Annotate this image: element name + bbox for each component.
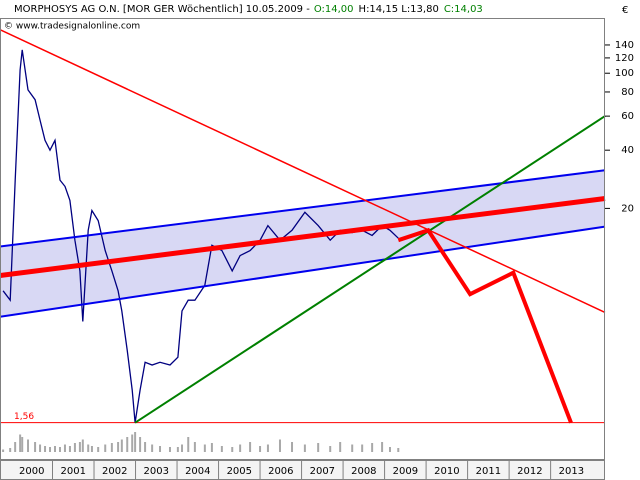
volume-bar [151,444,154,452]
volume-bar [187,437,190,452]
volume-bar [231,447,234,452]
x-tick-label: 2001 [61,466,86,477]
volume-bar [97,447,100,452]
x-tick-label: 2009 [393,466,418,477]
x-tick-label: 2002 [102,466,127,477]
volume-bar [126,437,129,452]
y-tick-label: 140 [615,40,634,51]
volume-bar [259,446,262,452]
volume-bar [144,442,147,452]
volume-bar [351,444,354,452]
volume-bar [397,448,400,452]
x-tick-label: 2008 [351,466,376,477]
quote-range: H:14,15 L:13,80 [359,4,439,15]
source: © www.tradesignalonline.com [4,22,140,32]
volume-bar [44,446,47,452]
trend-line [0,196,606,278]
volume-bar [54,446,56,452]
y-tick-label: 120 [615,53,634,64]
price-line [2,49,399,423]
volume-bar [27,439,30,452]
volume-bar [63,444,66,452]
volume-bar [339,442,342,452]
currency: € [622,5,628,16]
volume-bar [9,448,12,452]
quote-open: O:14,00 [314,4,354,15]
volume-bar [58,447,61,452]
x-tick-label: 2010 [434,466,459,477]
volume-bar [68,446,71,452]
volume-bar [131,434,134,452]
volume-bar [181,444,184,452]
x-tick-label: 2013 [559,466,584,477]
chart-title: MORPHOSYS AG O.N. [MOR GER Wöchentlich] … [14,4,310,15]
volume-bar [361,444,364,452]
volume-bar [104,444,107,452]
volume-bar [39,444,42,452]
y-tick-label: 100 [615,68,634,79]
volume-bar [110,443,113,452]
volume-bar [329,446,332,452]
volume-bar [81,439,84,452]
reference-label: 1,56 [14,412,34,422]
volume-bar [220,446,223,452]
trend-line [397,227,573,424]
volume-bar [49,447,52,452]
volume-bar [371,443,374,452]
x-tick-label: 2006 [268,466,293,477]
volume-bar [193,442,196,452]
volume-bar [117,442,120,452]
volume-bar [73,443,76,452]
volume-bar [19,434,22,452]
volume-bar [388,447,391,452]
trend-line [0,225,606,318]
volume-bar [203,444,206,452]
x-tick-label: 2003 [144,466,169,477]
volume-bar [2,449,5,452]
y-tick-label: 60 [621,111,634,122]
volume-bar [87,444,90,452]
trend-line [0,29,606,314]
volume-bar [14,442,17,452]
volume-bar [249,442,252,452]
volume-bar [34,442,37,452]
volume-bar [239,444,242,452]
plot-frame [0,18,605,460]
volume-bar [303,444,306,452]
volume-bar [266,444,269,452]
volume-bar [317,443,320,452]
quote-close: C:14,03 [444,4,483,15]
trend-line [134,115,606,424]
volume-bar [90,446,93,452]
x-tick-label: 2000 [19,466,44,477]
y-tick-label: 80 [621,87,634,98]
volume-bar [78,442,81,452]
volume-bar [120,439,123,452]
x-tick-label: 2011 [476,466,501,477]
volume-bar [168,447,171,452]
x-tick-label: 2005 [227,466,252,477]
volume-bar [159,446,162,452]
x-tick-label: 2004 [185,466,210,477]
volume-bar [381,442,384,452]
x-tick-label: 2012 [517,466,542,477]
x-axis-strip [0,460,605,480]
x-tick-label: 2007 [310,466,335,477]
y-tick-label: 40 [621,145,634,156]
volume-bar [176,447,179,452]
volume-bar [21,437,24,452]
volume-bar [134,432,137,452]
y-tick-label: 20 [621,203,634,214]
channel-fill [0,170,605,317]
volume-bar [291,442,294,452]
volume-bar [139,437,142,452]
volume-bar [210,443,213,452]
volume-bar [278,439,281,452]
